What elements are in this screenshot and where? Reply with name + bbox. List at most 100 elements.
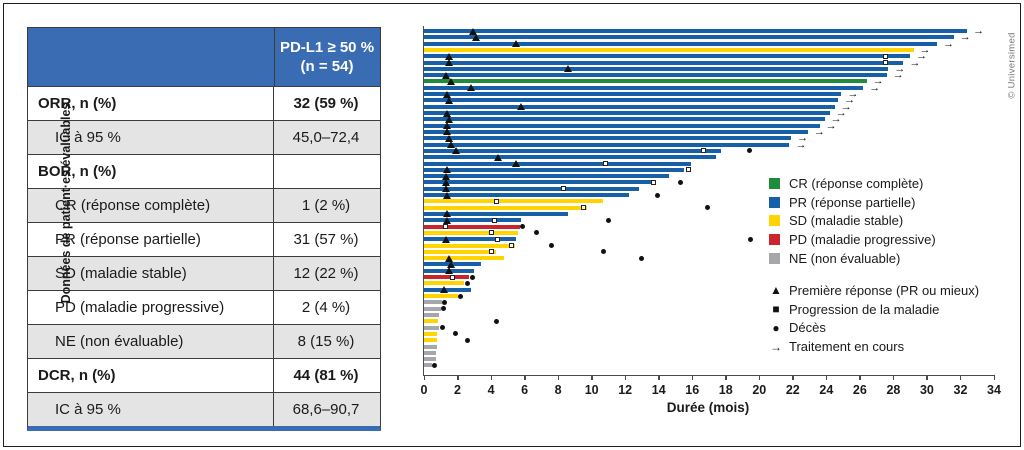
first-response-marker	[443, 210, 452, 218]
first-response-marker	[441, 235, 450, 243]
first-response-marker	[443, 90, 452, 98]
progression-marker	[686, 167, 692, 173]
death-marker	[458, 293, 464, 299]
death-marker	[533, 230, 539, 236]
first-response-marker	[512, 160, 521, 167]
patient-bar	[424, 155, 716, 160]
x-axis-tick-label: 34	[987, 383, 1001, 397]
ongoing-treatment-arrow: →	[797, 132, 809, 145]
patient-bar	[424, 41, 937, 46]
row-label: IC à 95 %	[28, 393, 274, 426]
death-marker	[520, 224, 526, 230]
patient-bar	[424, 224, 520, 229]
x-axis-tick	[691, 375, 694, 380]
legend-label: Décès	[789, 320, 826, 336]
patient-bar	[424, 54, 911, 59]
first-response-marker	[441, 185, 450, 193]
ongoing-treatment-arrow: →	[847, 88, 859, 101]
row-value: 2 (4 %)	[301, 299, 351, 316]
patient-bar	[424, 123, 820, 128]
first-response-marker	[443, 122, 452, 130]
legend-marker-glyph: ●	[772, 320, 780, 335]
legend-color-swatch	[769, 177, 780, 189]
patient-bar	[424, 142, 790, 147]
patient-bar	[424, 66, 889, 71]
y-axis-label: Données de patient·es évaluables	[59, 102, 73, 304]
progression-marker	[602, 161, 608, 166]
ongoing-treatment-arrow: →	[909, 56, 921, 69]
row-label: DCR, n (%)	[28, 359, 274, 392]
x-axis-tick	[758, 375, 761, 380]
death-marker	[493, 318, 499, 324]
x-axis-tick-label: 16	[685, 383, 700, 397]
patient-bar	[424, 98, 839, 103]
patient-bar	[424, 148, 721, 153]
death-marker	[453, 331, 459, 337]
ongoing-treatment-arrow: →	[825, 119, 837, 132]
table-row: PR (réponse partielle) 31 (57 %)	[28, 222, 380, 256]
row-value: 68,6–90,7	[292, 401, 360, 418]
table-header-empty-cell	[28, 28, 275, 86]
patient-bar	[424, 92, 842, 97]
first-response-marker	[445, 267, 454, 275]
table-header-line1: PD-L1 ≥ 50 %	[279, 38, 375, 56]
legend-marker-glyph: ■	[772, 302, 780, 317]
legend-item: PD (maladie progressive)	[769, 230, 936, 249]
table-row: IC à 95 % 68,6–90,7	[28, 392, 380, 426]
progression-marker	[495, 236, 501, 242]
row-value: 32 (59 %)	[293, 95, 359, 112]
first-response-marker	[451, 147, 460, 155]
first-response-marker	[445, 52, 454, 60]
first-response-marker	[493, 153, 502, 161]
death-marker	[605, 217, 611, 223]
row-value: 31 (57 %)	[293, 231, 359, 248]
death-marker	[639, 255, 645, 261]
patient-bar	[424, 256, 505, 261]
patient-bar	[424, 275, 470, 280]
table-header-cell: PD-L1 ≥ 50 % (n = 54)	[275, 28, 379, 86]
death-marker	[704, 205, 710, 211]
legend-item: PR (réponse partielle)	[769, 193, 936, 212]
patient-bar	[424, 167, 684, 172]
patient-bar	[424, 230, 518, 235]
table-row: PD (maladie progressive) 2 (4 %)	[28, 290, 380, 324]
x-axis-tick-label: 20	[752, 383, 767, 397]
x-axis-tick	[457, 375, 459, 380]
progression-marker	[491, 217, 497, 223]
patient-bar	[424, 243, 515, 248]
x-axis-tick-label: 10	[584, 383, 599, 397]
first-response-marker	[443, 128, 452, 136]
legend-label: Traitement en cours	[789, 339, 905, 355]
x-axis-tick-label: 6	[521, 383, 529, 397]
legend-label: PD (maladie progressive)	[789, 232, 936, 248]
x-axis-tick	[624, 375, 627, 380]
patient-bar	[424, 319, 439, 324]
progression-marker	[651, 179, 657, 185]
first-response-marker	[441, 178, 450, 186]
patient-bar	[424, 29, 968, 33]
table-row: SD (maladie stable) 12 (22 %)	[28, 256, 380, 290]
row-label: IC à 95 %	[28, 121, 274, 154]
first-response-marker	[446, 77, 455, 85]
x-axis-tick	[423, 375, 425, 380]
death-marker	[432, 362, 438, 368]
patient-bar	[424, 111, 830, 116]
patient-bar	[424, 161, 691, 166]
x-axis-tick	[825, 375, 828, 380]
row-value: 8 (15 %)	[297, 333, 355, 350]
patient-bar	[424, 344, 438, 349]
progression-marker	[701, 148, 707, 154]
x-axis-tick	[725, 375, 727, 380]
death-marker	[470, 274, 476, 280]
first-response-marker	[441, 71, 450, 79]
first-response-marker	[443, 216, 452, 224]
response-table: PD-L1 ≥ 50 % (n = 54) ORR, n (%) 32 (59 %…	[27, 27, 381, 431]
legend-item: ■ Progression de la maladie	[769, 300, 979, 319]
patient-bar	[424, 300, 442, 305]
patient-bar	[424, 174, 669, 179]
patient-bar	[424, 363, 433, 368]
patient-bar	[424, 129, 808, 134]
first-response-marker	[443, 109, 452, 117]
ongoing-treatment-arrow: →	[869, 81, 881, 94]
